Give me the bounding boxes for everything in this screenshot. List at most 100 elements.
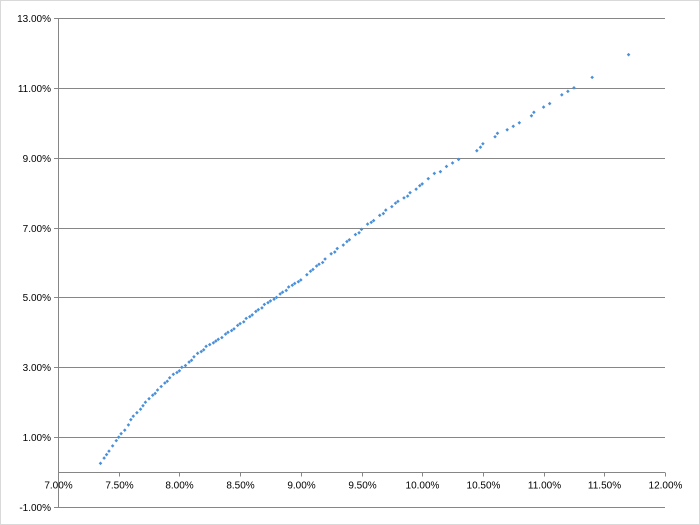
data-point bbox=[141, 403, 145, 408]
data-point bbox=[150, 393, 155, 398]
data-point bbox=[102, 456, 106, 460]
x-tick-label: 12.00% bbox=[649, 481, 683, 492]
data-point bbox=[280, 290, 285, 294]
x-axis-tick-labels: 7.00% 7.50% 8.00% 8.50% 9.00% 9.50% 10.00% 10.5… bbox=[44, 481, 682, 492]
x-tick-label: 9.00% bbox=[287, 481, 315, 492]
data-point bbox=[211, 341, 216, 345]
x-tick-label: 10.50% bbox=[467, 481, 501, 492]
data-point bbox=[155, 388, 160, 392]
data-point bbox=[566, 89, 570, 94]
data-point bbox=[517, 120, 522, 125]
data-point bbox=[590, 75, 594, 80]
data-point bbox=[505, 127, 509, 132]
data-point bbox=[110, 444, 115, 448]
data-point bbox=[107, 449, 111, 453]
data-point bbox=[532, 110, 536, 115]
data-point bbox=[232, 327, 236, 331]
data-point bbox=[438, 169, 443, 174]
data-point bbox=[260, 306, 264, 310]
data-point bbox=[286, 285, 291, 289]
data-point bbox=[238, 321, 242, 326]
data-point bbox=[432, 171, 437, 176]
data-point bbox=[529, 114, 534, 118]
data-point bbox=[122, 428, 127, 432]
data-point bbox=[244, 316, 248, 321]
data-point bbox=[131, 414, 136, 418]
data-point bbox=[278, 292, 282, 296]
data-point bbox=[248, 314, 252, 319]
data-point bbox=[299, 278, 303, 282]
data-point bbox=[171, 372, 176, 377]
data-point bbox=[353, 232, 358, 237]
data-point bbox=[456, 157, 461, 162]
data-point bbox=[426, 176, 431, 181]
x-tick-label: 10.00% bbox=[406, 481, 440, 492]
data-point bbox=[98, 461, 103, 466]
data-point bbox=[345, 239, 349, 244]
data-point bbox=[317, 262, 321, 267]
data-point bbox=[135, 410, 139, 415]
data-point bbox=[104, 452, 109, 457]
x-tick-label: 9.50% bbox=[348, 481, 376, 492]
data-point bbox=[572, 86, 576, 90]
data-point bbox=[167, 375, 172, 380]
data-point bbox=[235, 323, 240, 328]
data-point bbox=[207, 342, 212, 347]
x-tick-label: 7.50% bbox=[105, 481, 133, 492]
data-point bbox=[478, 145, 483, 150]
data-point bbox=[165, 379, 170, 384]
data-point bbox=[381, 211, 386, 216]
data-point bbox=[266, 300, 270, 305]
data-point bbox=[341, 243, 346, 247]
data-point bbox=[481, 141, 485, 146]
data-point bbox=[347, 237, 352, 242]
data-point bbox=[274, 295, 279, 300]
data-point bbox=[329, 251, 333, 256]
data-point bbox=[268, 299, 273, 303]
data-point bbox=[383, 208, 388, 212]
data-point bbox=[305, 272, 309, 277]
data-point bbox=[201, 348, 206, 352]
data-point bbox=[420, 182, 424, 186]
data-point bbox=[493, 134, 497, 139]
data-point bbox=[241, 320, 246, 324]
data-point bbox=[444, 164, 449, 169]
data-point bbox=[365, 222, 370, 226]
data-point bbox=[220, 335, 224, 340]
data-point bbox=[396, 199, 400, 204]
data-point bbox=[147, 396, 151, 401]
data-point bbox=[332, 250, 337, 254]
data-point bbox=[290, 283, 295, 288]
data-point bbox=[163, 381, 167, 385]
data-point bbox=[320, 260, 325, 265]
y-tick-label: 5.00% bbox=[23, 293, 51, 304]
data-point bbox=[175, 370, 179, 375]
data-point bbox=[495, 131, 500, 136]
data-point bbox=[311, 267, 315, 272]
data-point bbox=[119, 431, 123, 436]
data-point bbox=[377, 213, 382, 218]
data-point bbox=[450, 161, 455, 165]
data-point bbox=[371, 218, 376, 223]
data-point bbox=[195, 351, 200, 356]
data-point bbox=[408, 190, 412, 195]
data-point bbox=[138, 407, 143, 411]
data-point bbox=[159, 384, 163, 389]
axes bbox=[54, 18, 666, 508]
data-point bbox=[116, 435, 121, 439]
data-point bbox=[214, 339, 218, 343]
data-point bbox=[626, 52, 631, 57]
data-point bbox=[223, 332, 228, 336]
data-point bbox=[143, 400, 148, 405]
data-point bbox=[177, 368, 182, 373]
data-point bbox=[192, 355, 196, 359]
data-point bbox=[292, 281, 297, 286]
data-point bbox=[308, 269, 313, 274]
data-point bbox=[323, 257, 327, 261]
data-point bbox=[393, 201, 398, 205]
data-point bbox=[511, 124, 516, 129]
data-point bbox=[262, 302, 267, 307]
data-point bbox=[189, 358, 194, 363]
data-point bbox=[335, 246, 340, 251]
